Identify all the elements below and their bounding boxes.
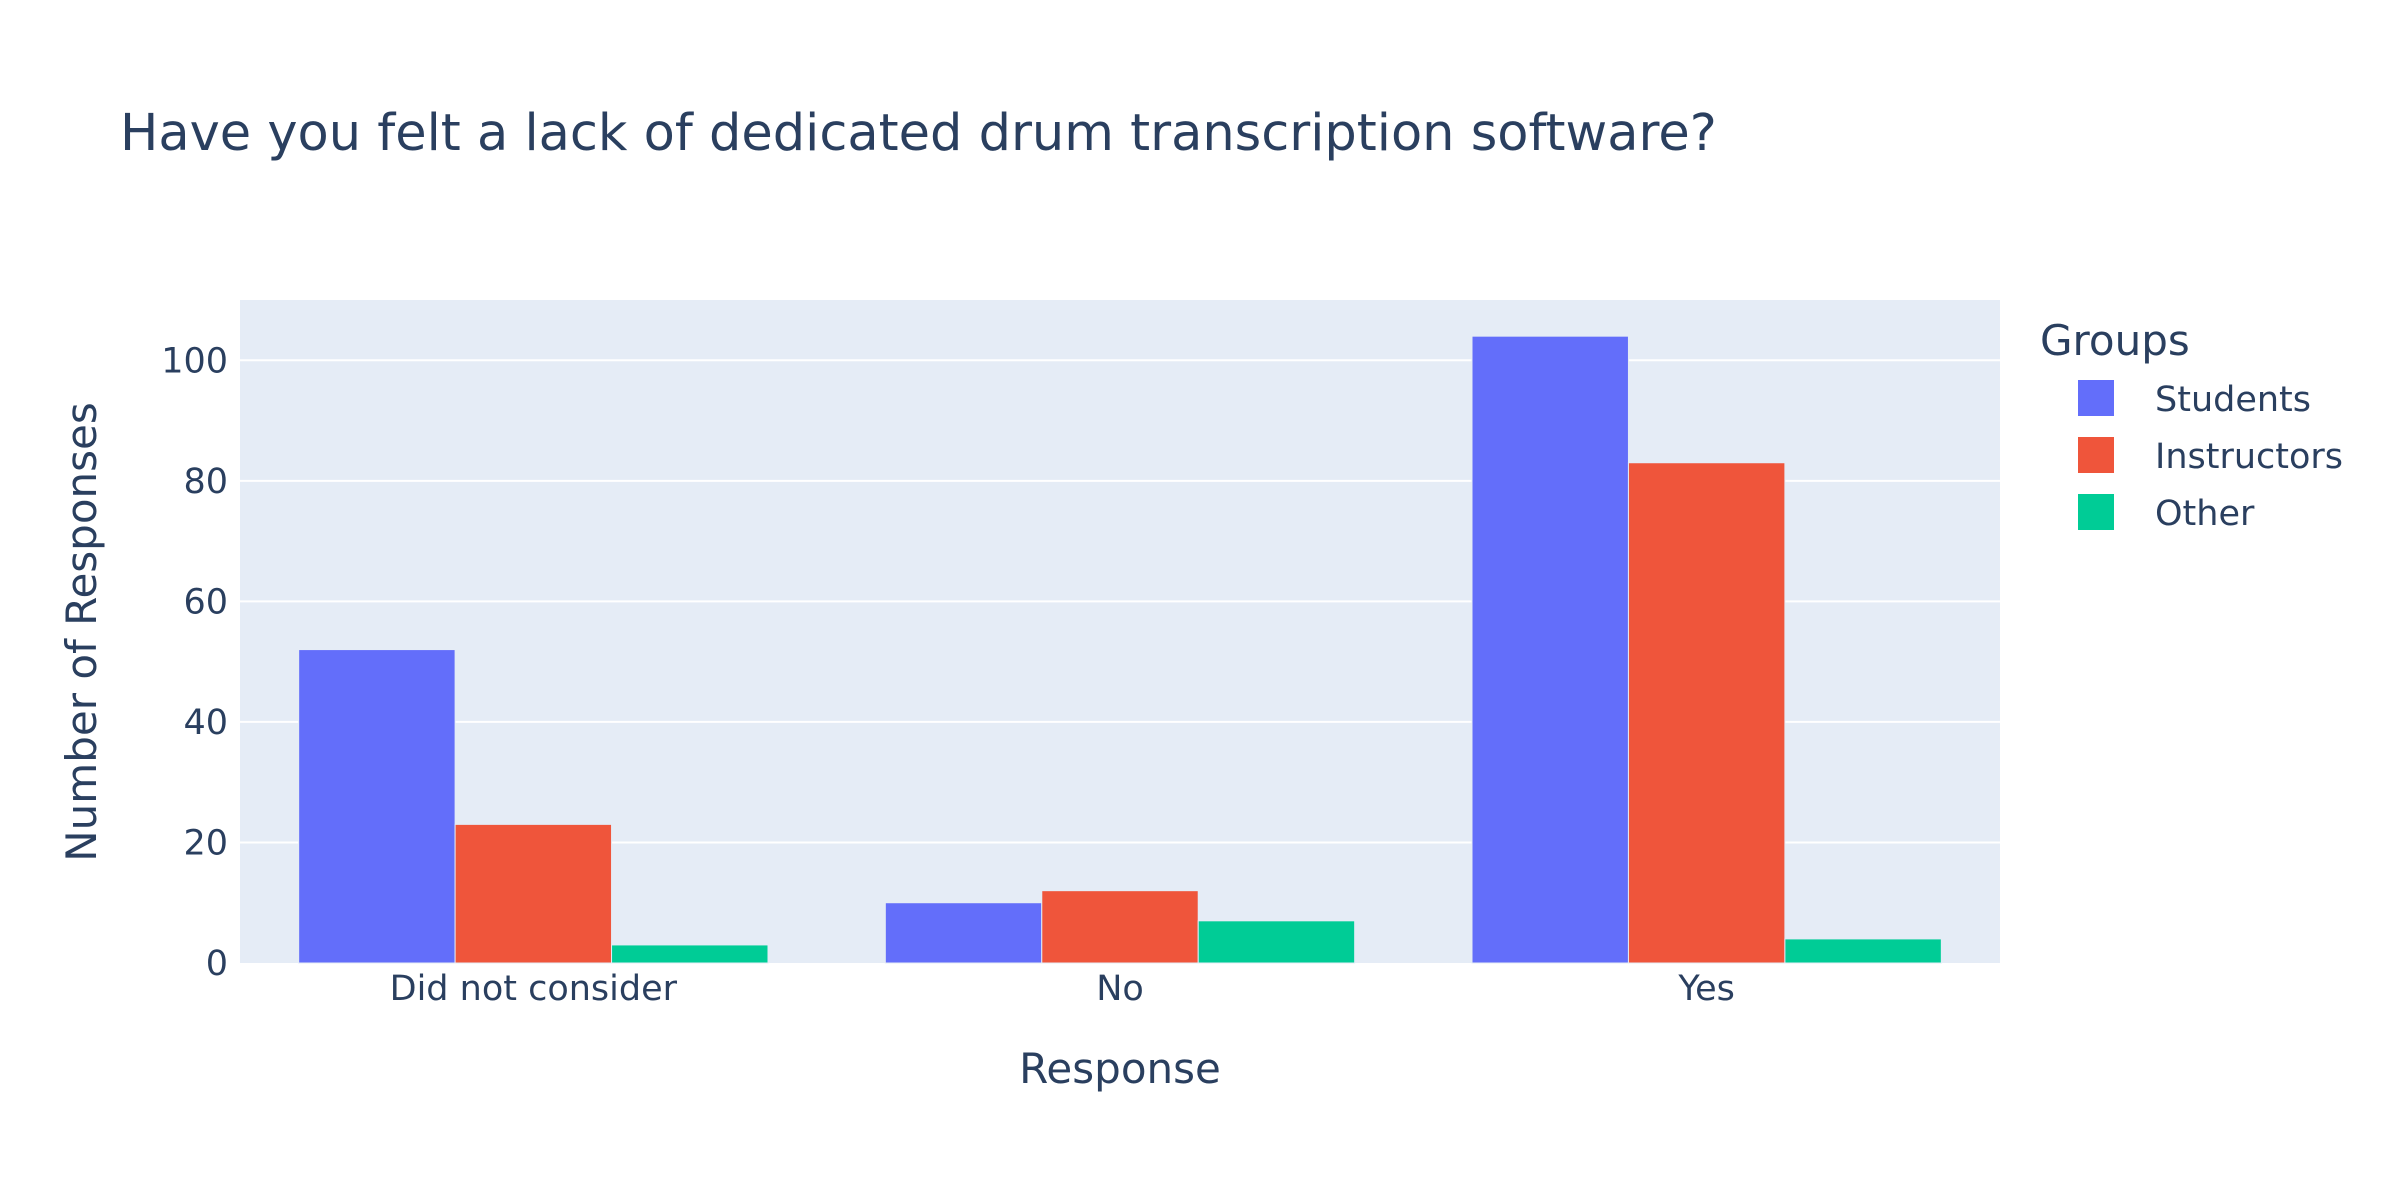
legend-label: Instructors <box>2155 437 2343 477</box>
y-tick-label: 0 <box>206 944 228 984</box>
bar-students-2 <box>1471 335 1629 964</box>
y-tick-label: 20 <box>183 823 228 863</box>
legend-swatch-other <box>2078 494 2114 530</box>
legend: Groups Students Instructors Other <box>2040 316 2343 534</box>
y-tick-label: 80 <box>183 462 228 502</box>
x-tick-label: No <box>1096 969 1144 1009</box>
y-tick-label: 40 <box>183 703 228 743</box>
bar-other-2 <box>1784 938 1942 964</box>
bar-students-1 <box>884 902 1043 964</box>
x-axis-ticks: Did not consider No Yes <box>390 969 1735 1009</box>
y-tick-label: 60 <box>183 582 228 622</box>
y-axis-title: Number of Responses <box>57 402 106 862</box>
bar-other-0 <box>611 944 769 964</box>
bar-instructors-0 <box>454 823 613 964</box>
bar-students-0 <box>298 649 456 964</box>
legend-swatch-instructors <box>2078 437 2114 473</box>
bar-other-1 <box>1197 920 1356 964</box>
chart-title: Have you felt a lack of dedicated drum t… <box>120 104 1717 163</box>
bar-instructors-2 <box>1627 462 1786 964</box>
y-tick-label: 100 <box>161 341 228 381</box>
bars <box>298 335 1942 964</box>
legend-label: Students <box>2155 380 2311 420</box>
x-tick-label: Yes <box>1677 969 1735 1009</box>
legend-title: Groups <box>2040 316 2190 365</box>
legend-label: Other <box>2155 494 2255 534</box>
legend-swatch-students <box>2078 380 2114 416</box>
bar-instructors-1 <box>1041 890 1199 964</box>
x-axis-title: Response <box>1019 1044 1221 1093</box>
y-axis-ticks: 0 20 40 60 80 100 <box>161 341 228 984</box>
x-tick-label: Did not consider <box>390 969 678 1009</box>
